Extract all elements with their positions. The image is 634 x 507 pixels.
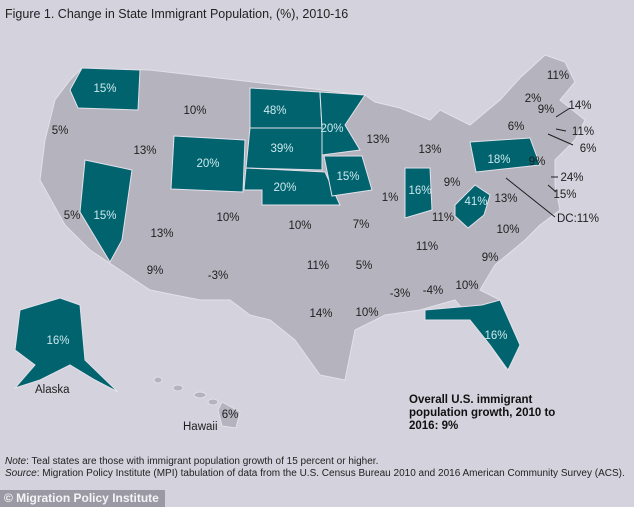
state-nevada[interactable] xyxy=(79,159,133,264)
state-value-label: 16% xyxy=(408,185,431,197)
state-florida[interactable] xyxy=(424,299,521,371)
credit-badge: © Migration Policy Institute xyxy=(0,490,165,507)
state-value-label: 10% xyxy=(288,220,311,232)
state-value-label: 11% xyxy=(416,241,438,253)
state-alaska[interactable] xyxy=(13,297,119,393)
state-value-label: 6% xyxy=(508,121,525,133)
state-value-label: 11% xyxy=(572,126,594,138)
state-value-label: 11% xyxy=(432,212,454,224)
state-value-label: 10% xyxy=(455,280,478,292)
state-value-label: 16% xyxy=(46,335,69,347)
state-value-label: 20% xyxy=(273,182,296,194)
state-value-label: 15% xyxy=(93,210,116,222)
state-value-label: 2% xyxy=(525,93,542,105)
source-line: Source: Migration Policy Institute (MPI)… xyxy=(5,468,625,480)
state-value-label: 13% xyxy=(366,134,389,146)
state-value-label: 39% xyxy=(270,143,293,155)
figure-title: Figure 1. Change in State Immigrant Popu… xyxy=(5,7,349,21)
state-south-dakota[interactable] xyxy=(245,127,323,171)
state-value-label: 10% xyxy=(183,105,206,117)
state-value-label: 11% xyxy=(547,70,569,82)
alaska-name: Alaska xyxy=(35,384,70,396)
callout-lines xyxy=(505,107,574,218)
state-value-label: 14% xyxy=(568,100,591,112)
source-prefix: Source xyxy=(5,468,37,479)
state-value-label: 9% xyxy=(482,252,499,264)
hawaii-name: Hawaii xyxy=(183,421,218,433)
state-value-label: 7% xyxy=(353,219,370,231)
note-line: Note: Teal states are those with immigra… xyxy=(5,456,625,468)
state-value-label: -3% xyxy=(390,288,410,300)
state-value-label: 13% xyxy=(150,228,173,240)
state-value-label: 10% xyxy=(216,212,239,224)
source-text: : Migration Policy Institute (MPI) tabul… xyxy=(36,468,625,479)
state-iowa[interactable] xyxy=(323,155,373,197)
state-value-label: 5% xyxy=(356,260,373,272)
state-value-label: 15% xyxy=(553,189,576,201)
state-value-label: 16% xyxy=(484,330,507,342)
state-value-label: 15% xyxy=(336,171,359,183)
state-value-label: 13% xyxy=(494,193,517,205)
state-value-label: 9% xyxy=(444,177,461,189)
state-west-virginia[interactable] xyxy=(454,184,491,229)
state-value-label: -4% xyxy=(423,285,443,297)
state-value-label: 18% xyxy=(487,154,510,166)
state-indiana[interactable] xyxy=(404,167,433,219)
state-value-label: 10% xyxy=(496,224,519,236)
overall-growth: Overall U.S. immigrant population growth… xyxy=(409,394,556,432)
state-value-label: -3% xyxy=(208,270,228,282)
notes: Note: Teal states are those with immigra… xyxy=(5,456,625,480)
note-prefix: Note xyxy=(5,456,27,467)
state-value-label: 1% xyxy=(382,192,399,204)
state-value-label: 14% xyxy=(309,308,332,320)
state-value-label: 15% xyxy=(93,83,116,95)
state-value-label: 6% xyxy=(580,143,597,155)
state-nebraska[interactable] xyxy=(243,167,341,206)
state-value-label: 6% xyxy=(222,409,239,421)
state-value-label: 48% xyxy=(263,105,286,117)
state-value-label: 13% xyxy=(133,145,156,157)
state-value-label: 20% xyxy=(196,158,219,170)
state-value-label: 13% xyxy=(418,144,441,156)
state-wyoming[interactable] xyxy=(170,135,246,193)
state-value-label: 10% xyxy=(355,307,378,319)
state-value-label: 9% xyxy=(147,265,164,277)
state-value-label: 11% xyxy=(307,260,329,272)
hawaii-islands[interactable] xyxy=(153,376,241,429)
state-value-label: 20% xyxy=(320,123,343,135)
dc-label: DC:11% xyxy=(557,213,599,225)
state-value-label: 41% xyxy=(464,196,487,208)
state-value-label: 5% xyxy=(64,210,81,222)
state-value-label: 9% xyxy=(538,104,555,116)
state-value-label: 24% xyxy=(560,172,583,184)
state-washington[interactable] xyxy=(69,67,141,111)
state-minnesota[interactable] xyxy=(319,91,366,156)
note-text: : Teal states are those with immigrant p… xyxy=(26,456,379,467)
state-value-label: 5% xyxy=(52,125,69,137)
state-value-label: 9% xyxy=(529,156,546,168)
state-pennsylvania[interactable] xyxy=(469,137,541,173)
